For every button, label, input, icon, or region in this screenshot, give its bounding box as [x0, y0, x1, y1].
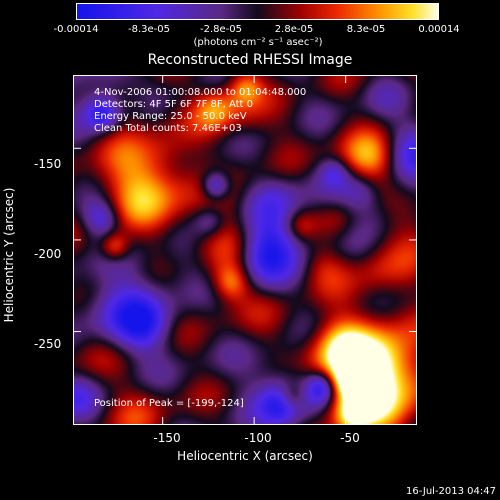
- x-tick-label: -100: [244, 431, 272, 445]
- colorbar-tick: 0.00014: [418, 24, 460, 35]
- annotation-clean: Clean Total counts: 7.46E+03: [94, 123, 242, 134]
- footer-timestamp: 16-Jul-2013 04:47: [405, 486, 496, 497]
- x-tick-label: -50: [340, 431, 360, 445]
- colorbar-tick: -2.8e-05: [200, 24, 242, 35]
- colorbar-tick: 2.8e-05: [274, 24, 314, 35]
- plot-area: 4-Nov-2006 01:00:08.000 to 01:04:48.000 …: [73, 75, 417, 425]
- colorbar-tick: -8.3e-05: [128, 24, 170, 35]
- x-tick-label: -150: [153, 431, 181, 445]
- x-axis-label: Heliocentric X (arcsec): [177, 449, 313, 463]
- plot-title: Reconstructed RHESSI Image: [147, 52, 353, 68]
- colorbar-tick: -0.00014: [53, 24, 99, 35]
- colorbar: [76, 3, 439, 20]
- annotation-time: 4-Nov-2006 01:00:08.000 to 01:04:48.000: [94, 87, 307, 98]
- annotation-detectors: Detectors: 4F 5F 6F 7F 8F, Att 0: [94, 99, 254, 110]
- y-tick-label: -200: [34, 247, 62, 261]
- annotation-peak: Position of Peak = [-199,-124]: [94, 398, 244, 409]
- heatmap-image: [74, 76, 416, 424]
- annotation-energy: Energy Range: 25.0 - 50.0 keV: [94, 111, 247, 122]
- y-axis-label: Heliocentric Y (arcsec): [2, 187, 16, 323]
- colorbar-tick: 8.3e-05: [346, 24, 386, 35]
- y-tick-label: -150: [34, 157, 62, 171]
- y-tick-label: -250: [34, 337, 62, 351]
- colorbar-units: (photons cm⁻² s⁻¹ asec⁻²): [193, 37, 323, 48]
